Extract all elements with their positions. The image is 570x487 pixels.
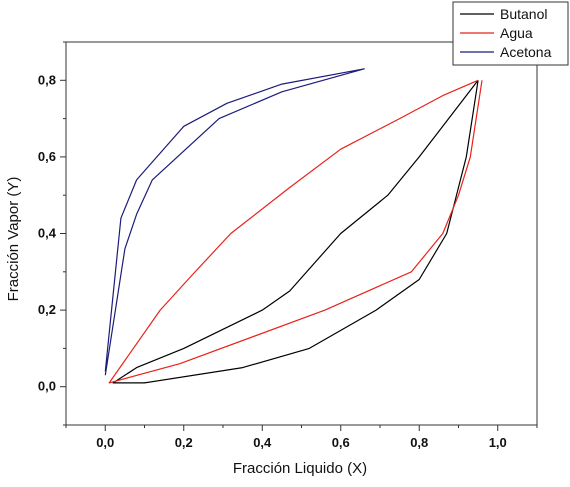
y-axis-label: Fracción Vapor (Y)	[5, 177, 22, 302]
x-tick-label: 0,8	[410, 435, 428, 450]
series-lines	[104, 68, 483, 384]
legend-label-acetona: Acetona	[500, 44, 552, 60]
y-tick-label: 0,6	[38, 149, 56, 164]
x-tick-label: 0,2	[175, 435, 193, 450]
y-tick-label: 0,8	[38, 72, 56, 87]
series-line-acetona	[104, 68, 365, 376]
y-axis: 0,0 0,2 0,4 0,6 0,8	[38, 41, 66, 426]
x-tick-label: 0,6	[332, 435, 350, 450]
x-tick-label: 0,4	[253, 435, 272, 450]
series-line-butanol	[112, 79, 479, 384]
x-tick-label: 0,0	[96, 435, 114, 450]
legend-label-agua: Agua	[500, 25, 533, 41]
legend: Butanol Agua Acetona	[452, 1, 569, 66]
y-tick-label: 0,4	[38, 226, 57, 241]
y-tick-label: 0,2	[38, 302, 56, 317]
x-axis: 0,0 0,2 0,4 0,6 0,8 1,0	[65, 425, 538, 450]
legend-label-butanol: Butanol	[500, 6, 547, 22]
y-tick-label: 0,0	[38, 379, 56, 394]
x-tick-label: 1,0	[489, 435, 507, 450]
series-line-agua	[108, 79, 483, 384]
x-axis-label: Fracción Liquido (X)	[233, 460, 367, 477]
